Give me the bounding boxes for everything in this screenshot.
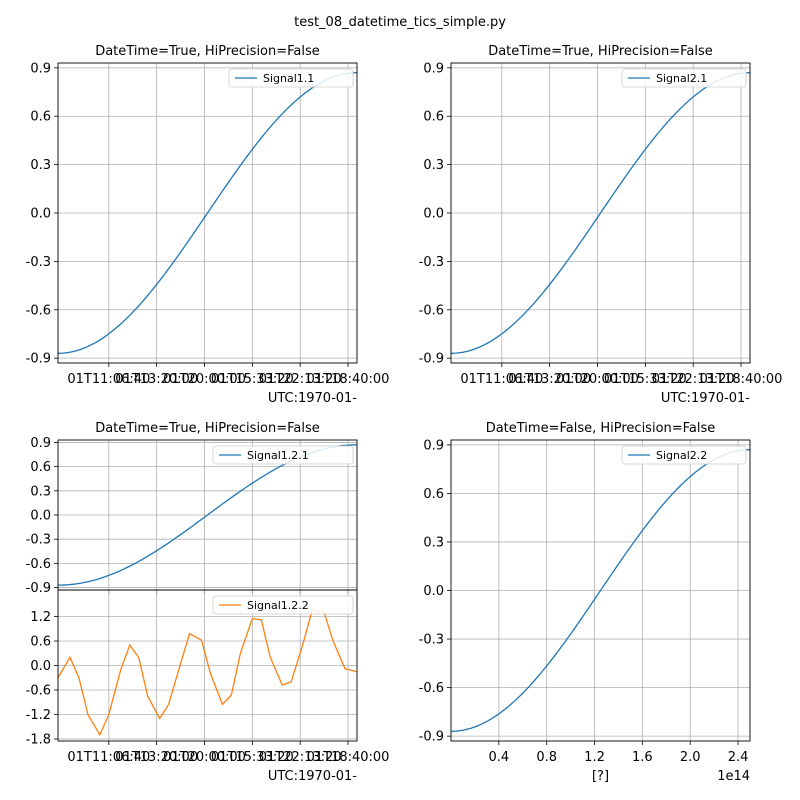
y-tick-label: 1.2: [30, 610, 51, 625]
chart-ax3b: 01T11:06:4001T13:20:0001T20:00:0001T15:3…: [26, 589, 390, 784]
x-tick-label: 01T20:00:00: [163, 372, 246, 387]
y-tick-label: -0.6: [26, 303, 51, 318]
x-tick-label: 2.0: [680, 750, 701, 765]
y-tick-label: -0.3: [26, 255, 51, 270]
y-tick-label: -0.9: [419, 730, 444, 745]
y-tick-label: 0.9: [30, 61, 51, 76]
legend-entry: Signal2.1: [656, 72, 707, 85]
x-tick-label: 01T22:13:20: [259, 372, 342, 387]
chart-title: DateTime=True, HiPrecision=False: [488, 44, 713, 59]
y-tick-label: 0.9: [423, 61, 444, 76]
x-tick-label: 01T11:06:40: [67, 372, 150, 387]
y-tick-label: 0.6: [30, 635, 51, 650]
legend-entry: Signal2.2: [656, 449, 707, 462]
x-tick-label: 01T11:06:40: [67, 750, 150, 765]
x-tick-label: 01T11:06:40: [460, 372, 543, 387]
x-tick-label: 1.2: [584, 750, 605, 765]
series-line-Signal2.2: [451, 449, 750, 732]
legend-box: [212, 595, 354, 615]
chart-title: DateTime=True, HiPrecision=False: [95, 421, 320, 436]
y-tick-label: 0.6: [423, 110, 444, 125]
y-tick-label: -1.2: [26, 708, 51, 723]
x-tick-label: 01T22:13:20: [652, 372, 735, 387]
y-tick-label: 0.9: [30, 436, 51, 451]
y-tick-label: -0.6: [26, 683, 51, 698]
legend-box: [621, 68, 747, 88]
y-tick-label: 0.3: [30, 484, 51, 499]
y-tick-label: -0.9: [26, 352, 51, 367]
legend-entry: Signal1.2.1: [247, 449, 309, 462]
figure-suptitle: test_08_datetime_tics_simple.py: [294, 15, 506, 30]
y-tick-label: 0.6: [30, 110, 51, 125]
x-tick-label: 01T18:40:00: [700, 372, 783, 387]
y-tick-label: 0.0: [30, 509, 51, 524]
y-tick-label: -0.6: [419, 303, 444, 318]
y-tick-label: 0.0: [30, 659, 51, 674]
axes-frame: [450, 62, 751, 364]
chart-ax1: DateTime=True, HiPrecision=False 01T11:06…: [26, 44, 390, 406]
x-axis-label: UTC:1970-01-: [661, 391, 750, 406]
axes-frame: [450, 439, 751, 742]
series-line-Signal1.1: [58, 72, 357, 354]
legend-box: [228, 68, 354, 88]
y-tick-label: -0.3: [419, 255, 444, 270]
x-tick-label: 01T15:33:20: [604, 372, 687, 387]
y-tick-label: 0.9: [423, 438, 444, 453]
legend-entry: Signal1.2.2: [247, 599, 309, 612]
x-tick-label: 01T20:00:00: [163, 750, 246, 765]
x-tick-label: 01T22:13:20: [259, 750, 342, 765]
y-tick-label: -0.6: [419, 681, 444, 696]
y-tick-label: -0.9: [26, 581, 51, 596]
x-tick-label: 01T18:40:00: [307, 372, 390, 387]
x-tick-label: 01T13:20:00: [115, 372, 198, 387]
plots-layer: DateTime=True, HiPrecision=False 01T11:06…: [26, 44, 783, 784]
axes-frame: [57, 62, 358, 364]
series-line-Signal1.2.2: [58, 609, 357, 737]
chart-ax2: DateTime=True, HiPrecision=False 01T11:06…: [419, 44, 783, 406]
y-tick-label: -0.3: [26, 533, 51, 548]
y-tick-label: -1.8: [26, 732, 51, 747]
x-tick-label: 01T15:33:20: [211, 372, 294, 387]
x-tick-label: 01T18:40:00: [307, 750, 390, 765]
x-axis-label: UTC:1970-01-: [268, 391, 357, 406]
chart-title: DateTime=False, HiPrecision=False: [486, 421, 716, 436]
y-tick-label: -0.6: [26, 557, 51, 572]
y-tick-label: 0.3: [423, 535, 444, 550]
x-tick-label: 0.8: [536, 750, 557, 765]
y-tick-label: 0.0: [30, 207, 51, 222]
y-tick-label: -0.9: [419, 352, 444, 367]
x-tick-label: 0.4: [488, 750, 509, 765]
x-tick-label: 01T13:20:00: [115, 750, 198, 765]
series-line-Signal2.1: [451, 72, 750, 354]
y-tick-label: 0.0: [423, 584, 444, 599]
y-tick-label: -0.3: [419, 633, 444, 648]
legend-box: [621, 445, 747, 465]
y-tick-label: 0.6: [30, 460, 51, 475]
x-tick-label: 2.4: [728, 750, 749, 765]
chart-ax4: DateTime=False, HiPrecision=False 0.4 0.8 1…: [419, 421, 751, 784]
x-tick-label: 1.6: [632, 750, 653, 765]
y-tick-label: 0.6: [423, 487, 444, 502]
legend-box: [212, 445, 354, 465]
x-tick-label: 01T15:33:20: [211, 750, 294, 765]
x-offset-text: 1e14: [717, 769, 750, 784]
chart-ax3a: DateTime=True, HiPrecision=False -0.9 -0.6…: [26, 421, 358, 596]
x-axis-label: UTC:1970-01-: [268, 769, 357, 784]
x-axis-label: [?]: [592, 769, 609, 784]
y-tick-label: 0.0: [423, 207, 444, 222]
y-tick-label: 0.3: [423, 158, 444, 173]
axes-frame: [57, 589, 358, 742]
chart-title: DateTime=True, HiPrecision=False: [95, 44, 320, 59]
x-tick-label: 01T20:00:00: [556, 372, 639, 387]
y-tick-label: 0.3: [30, 158, 51, 173]
x-tick-label: 01T13:20:00: [508, 372, 591, 387]
legend-entry: Signal1.1: [263, 72, 314, 85]
